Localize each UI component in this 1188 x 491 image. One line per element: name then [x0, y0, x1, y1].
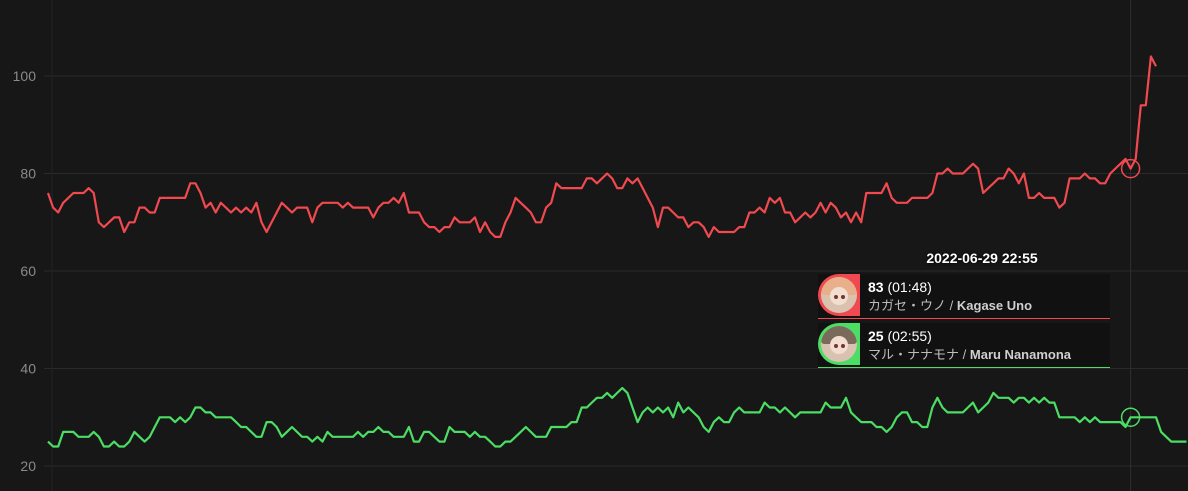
y-tick-label-40: 40 [20, 361, 36, 377]
tooltip-name-line: カガセ・ウノ / Kagase Uno [868, 296, 1032, 315]
tooltip-value-line: 83 (01:48) [868, 278, 1032, 296]
tooltip-name-en: Maru Nanamona [969, 347, 1072, 362]
y-tick-label-100: 100 [13, 68, 37, 84]
tooltip-value: 83 [868, 279, 884, 295]
tooltip-time: 2022-06-29 22:55 [926, 250, 1038, 266]
tooltip-value-line: 25 (02:55) [868, 327, 1071, 345]
series-lines [46, 55, 1187, 448]
hover-markers [1120, 158, 1141, 427]
tooltip-duration: (01:48) [887, 279, 932, 295]
tooltip-entry-maru-nanamona: 25 (02:55) マル・ナナモナ / Maru Nanamona [818, 323, 1110, 368]
maru-nanamona-avatar [818, 323, 860, 365]
tooltip-name-sep: / [962, 347, 967, 362]
tooltip-name-jp: カガセ・ウノ [868, 298, 947, 313]
tooltip-duration: (02:55) [887, 328, 932, 344]
y-axis-ticks: 20 40 60 80 100 [13, 68, 37, 474]
kagase-uno-avatar [818, 274, 860, 316]
tooltip-entry-kagase-uno: 83 (01:48) カガセ・ウノ / Kagase Uno [818, 274, 1110, 319]
hover-tooltip: 2022-06-29 22:55 83 (01:48) カガセ・ウノ / Kag… [818, 246, 1110, 372]
y-tick-label-60: 60 [20, 263, 36, 279]
hover-marker-kagase-uno [1120, 158, 1141, 179]
tooltip-name-jp: マル・ナナモナ [868, 347, 960, 362]
tooltip-name-en: Kagase Uno [956, 298, 1033, 313]
grid-lines [44, 0, 1188, 491]
tooltip-name-sep: / [949, 298, 954, 313]
series-line-maru-nanamona [47, 386, 1187, 448]
tooltip-name-line: マル・ナナモナ / Maru Nanamona [868, 345, 1071, 364]
y-tick-label-80: 80 [20, 166, 36, 182]
y-tick-label-20: 20 [20, 458, 36, 474]
hover-marker-maru-nanamona [1120, 407, 1141, 427]
tooltip-value: 25 [868, 328, 884, 344]
series-line-kagase-uno [46, 55, 1157, 238]
